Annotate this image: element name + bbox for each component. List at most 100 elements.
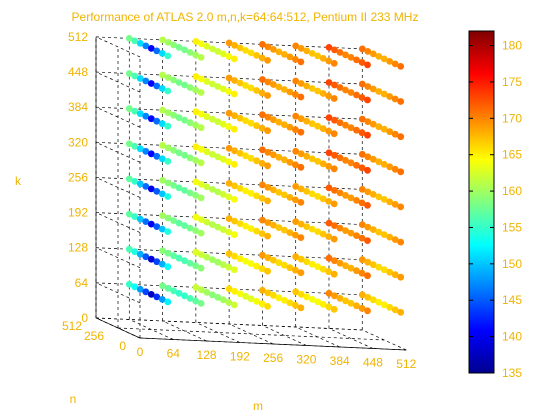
data-point bbox=[198, 216, 205, 224]
data-point bbox=[186, 224, 194, 232]
data-point bbox=[230, 55, 238, 63]
data-point bbox=[219, 191, 227, 198]
data-point bbox=[242, 117, 250, 125]
data-point bbox=[270, 256, 277, 264]
x-tick-label: 64 bbox=[167, 346, 181, 360]
data-point bbox=[391, 130, 399, 138]
data-point bbox=[386, 163, 394, 171]
grid-line bbox=[96, 317, 363, 331]
data-point bbox=[330, 165, 338, 173]
data-point bbox=[247, 190, 255, 197]
data-point bbox=[292, 231, 299, 239]
data-point bbox=[164, 144, 172, 152]
colorbar-tick-label: 135 bbox=[502, 366, 522, 380]
data-point bbox=[264, 113, 272, 121]
data-point bbox=[236, 185, 244, 192]
data-point bbox=[347, 264, 355, 272]
data-point bbox=[142, 147, 150, 155]
data-point bbox=[192, 108, 200, 116]
data-point bbox=[303, 152, 311, 160]
data-point bbox=[275, 224, 283, 232]
data-point bbox=[281, 121, 288, 129]
data-point bbox=[303, 188, 311, 195]
data-point bbox=[259, 111, 266, 119]
data-point bbox=[175, 289, 183, 297]
data-point bbox=[292, 183, 300, 190]
data-point bbox=[231, 42, 239, 49]
data-point bbox=[259, 181, 266, 189]
data-point bbox=[281, 261, 288, 269]
data-point bbox=[275, 83, 283, 91]
data-point bbox=[198, 286, 205, 294]
data-point bbox=[125, 210, 133, 218]
grid-line bbox=[95, 71, 141, 93]
data-point bbox=[270, 186, 277, 194]
data-point bbox=[259, 216, 266, 224]
data-point bbox=[242, 222, 250, 230]
data-point bbox=[219, 296, 227, 304]
data-point bbox=[142, 42, 150, 50]
data-point bbox=[192, 213, 200, 221]
data-point bbox=[225, 74, 233, 82]
data-point bbox=[375, 263, 383, 271]
data-point bbox=[375, 158, 383, 166]
data-point bbox=[264, 219, 272, 227]
data-point bbox=[192, 297, 200, 305]
data-point bbox=[391, 201, 399, 208]
data-point bbox=[203, 78, 211, 85]
data-point bbox=[358, 304, 366, 312]
grid-line bbox=[195, 322, 240, 343]
data-point bbox=[186, 119, 194, 127]
data-point bbox=[175, 79, 183, 86]
data-point bbox=[258, 89, 266, 97]
data-point bbox=[292, 42, 300, 50]
data-point bbox=[142, 112, 150, 120]
data-point bbox=[225, 215, 233, 223]
data-point bbox=[203, 218, 211, 226]
data-point bbox=[336, 259, 344, 267]
data-point bbox=[297, 115, 305, 123]
data-point bbox=[342, 51, 349, 59]
data-point bbox=[314, 263, 322, 271]
data-point bbox=[325, 79, 333, 86]
data-point bbox=[136, 250, 144, 258]
data-point bbox=[231, 182, 239, 190]
data-point bbox=[358, 291, 366, 299]
data-point bbox=[331, 222, 338, 230]
data-point bbox=[331, 151, 338, 159]
data-point bbox=[308, 190, 316, 198]
data-point bbox=[159, 36, 167, 44]
data-point bbox=[331, 116, 338, 124]
data-point bbox=[259, 146, 266, 154]
data-point bbox=[358, 234, 366, 242]
y-tick-label: 512 bbox=[62, 319, 82, 333]
data-point bbox=[153, 258, 161, 266]
data-point bbox=[136, 75, 144, 82]
data-point bbox=[247, 49, 255, 57]
data-points bbox=[125, 35, 405, 316]
data-point bbox=[131, 283, 139, 291]
data-point bbox=[342, 192, 349, 199]
data-point bbox=[270, 151, 277, 159]
data-point bbox=[147, 291, 155, 298]
data-point bbox=[369, 85, 377, 93]
data-point bbox=[375, 228, 383, 236]
data-point bbox=[319, 160, 327, 168]
data-point bbox=[131, 72, 139, 80]
data-point bbox=[147, 220, 155, 228]
colorbar-tick-label: 150 bbox=[502, 257, 522, 271]
data-point bbox=[336, 154, 344, 162]
data-point bbox=[397, 98, 405, 105]
data-point bbox=[225, 109, 233, 117]
data-point bbox=[242, 152, 250, 160]
data-point bbox=[336, 84, 344, 91]
data-point bbox=[236, 220, 244, 228]
data-point bbox=[153, 152, 161, 160]
data-point bbox=[325, 114, 333, 121]
data-point bbox=[297, 220, 305, 228]
data-point bbox=[264, 184, 272, 191]
data-point bbox=[247, 260, 255, 268]
data-point bbox=[358, 115, 366, 123]
data-point bbox=[364, 153, 372, 161]
data-point bbox=[158, 260, 166, 268]
